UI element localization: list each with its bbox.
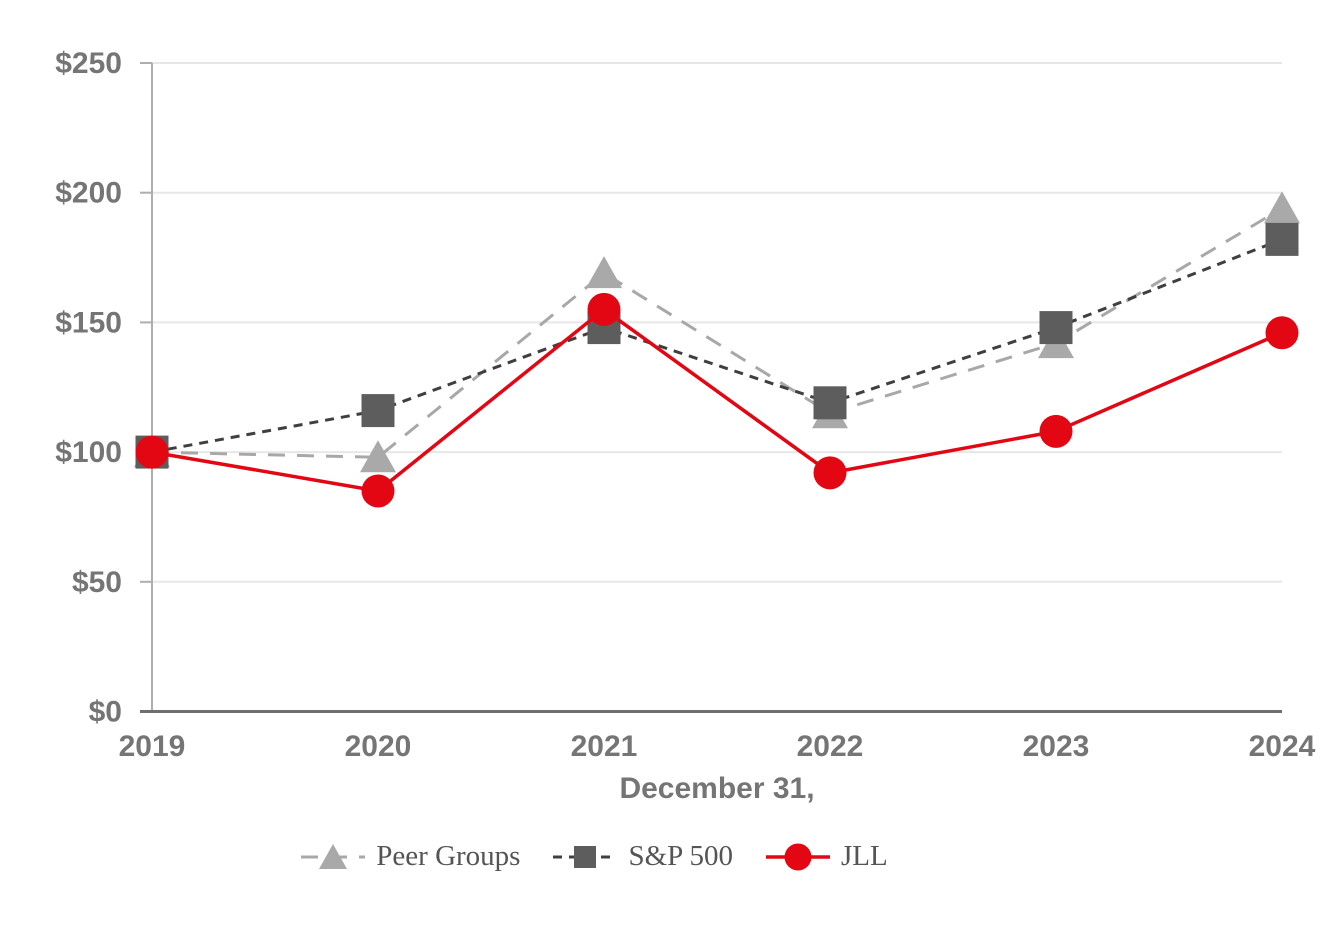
legend-label-sp500: S&P 500: [628, 839, 733, 872]
legend-label-jll: JLL: [840, 839, 888, 872]
square-marker-icon: [574, 846, 597, 868]
triangle-marker-icon: [319, 844, 348, 869]
legend-label-peer-groups: Peer Groups: [376, 839, 521, 872]
x-axis-label: 2024: [1249, 730, 1316, 763]
circle-marker-icon: [784, 843, 812, 871]
peer-groups-legend-sample: [301, 844, 366, 869]
legend-item-peer-groups: Peer Groups: [300, 838, 520, 874]
x-axis-label: 2019: [119, 730, 186, 763]
data-point-s-p-500-2023: [1039, 311, 1073, 345]
legend: Peer Groups S&P 500 JLL: [0, 836, 1188, 876]
x-axis-label: 2023: [1023, 730, 1090, 763]
data-point-peer-groups-2020: [360, 440, 396, 473]
sp500-legend-sample: [553, 846, 618, 868]
data-point-jll-2020: [361, 474, 395, 508]
data-point-peer-groups-2021: [586, 256, 622, 289]
y-axis-label: $50: [72, 566, 122, 599]
data-point-s-p-500-2020: [361, 394, 395, 428]
legend-item-jll: JLL: [765, 838, 888, 874]
data-point-s-p-500-2024: [1265, 222, 1299, 256]
y-axis-label: $200: [55, 177, 122, 210]
x-axis-label: 2020: [345, 730, 412, 763]
x-axis-title: December 31,: [619, 772, 814, 805]
data-point-peer-groups-2024: [1264, 191, 1300, 224]
data-point-jll-2024: [1265, 316, 1299, 350]
y-axis-label: $100: [55, 436, 122, 469]
y-axis-label: $0: [89, 696, 122, 729]
series-line-jll: [151, 307, 1283, 493]
series-line-s-p-500: [151, 237, 1283, 454]
y-axis-label: $250: [55, 47, 122, 80]
y-axis-label: $150: [55, 306, 122, 339]
data-point-jll-2022: [813, 456, 847, 490]
x-axis-label: 2021: [571, 730, 638, 763]
data-point-jll-2021: [587, 292, 621, 326]
series-line-peer-groups: [151, 206, 1283, 459]
data-point-s-p-500-2022: [813, 386, 847, 420]
legend-item-sp500: S&P 500: [552, 838, 733, 874]
data-point-jll-2023: [1039, 414, 1073, 448]
jll-legend-sample: [765, 843, 830, 871]
x-axis-label: 2022: [797, 730, 864, 763]
data-point-jll-2019: [135, 435, 169, 469]
